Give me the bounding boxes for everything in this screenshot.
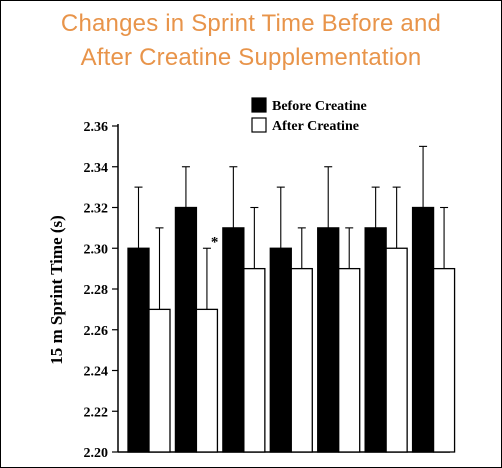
bar-after-4 bbox=[290, 267, 313, 453]
bar-after-6 bbox=[385, 247, 408, 453]
legend-swatch bbox=[251, 117, 267, 133]
bar-before-3 bbox=[222, 227, 245, 453]
y-tick-label: 2.22 bbox=[84, 405, 109, 420]
chart-title-line-2: After Creatine Supplementation bbox=[80, 44, 422, 71]
bar-after-7 bbox=[432, 267, 456, 453]
bar-before-7 bbox=[411, 206, 435, 453]
bar-before-1 bbox=[127, 247, 150, 453]
y-tick-label: 2.28 bbox=[84, 283, 109, 298]
bar-before-2 bbox=[174, 206, 198, 453]
y-tick-label: 2.20 bbox=[84, 446, 109, 461]
bar-before-5 bbox=[317, 227, 340, 453]
bar-after-5 bbox=[338, 267, 361, 453]
bar-after-1 bbox=[148, 308, 171, 453]
bar-before-6 bbox=[364, 227, 387, 453]
bar-after-3 bbox=[243, 267, 266, 453]
legend-label: Before Creatine bbox=[272, 99, 367, 114]
y-tick-label: 2.34 bbox=[84, 161, 109, 176]
bars bbox=[127, 206, 456, 453]
bar-after-2 bbox=[195, 308, 219, 453]
legend-swatch bbox=[251, 97, 267, 113]
y-ticks: 2.20 2.22 2.24 2.26 2.28 2.30 2.32 2.34 2.36 bbox=[84, 120, 118, 461]
y-tick-label: 2.24 bbox=[84, 365, 109, 380]
annotations: * bbox=[211, 234, 219, 250]
legend-label: After Creatine bbox=[272, 119, 359, 134]
legend: Before Creatine After Creatine bbox=[251, 97, 367, 134]
y-tick-label: 2.26 bbox=[84, 324, 109, 339]
chart-title-line-1: Changes in Sprint Time Before and bbox=[60, 10, 442, 37]
bar-before-4 bbox=[269, 247, 292, 453]
y-tick-label: 2.30 bbox=[84, 242, 109, 257]
error-bars bbox=[134, 145, 449, 310]
y-axis-label: 15 m Sprint Time (s) bbox=[47, 215, 66, 365]
y-tick-label: 2.36 bbox=[84, 120, 109, 135]
significance-marker: * bbox=[211, 234, 219, 250]
y-tick-label: 2.32 bbox=[84, 202, 109, 217]
